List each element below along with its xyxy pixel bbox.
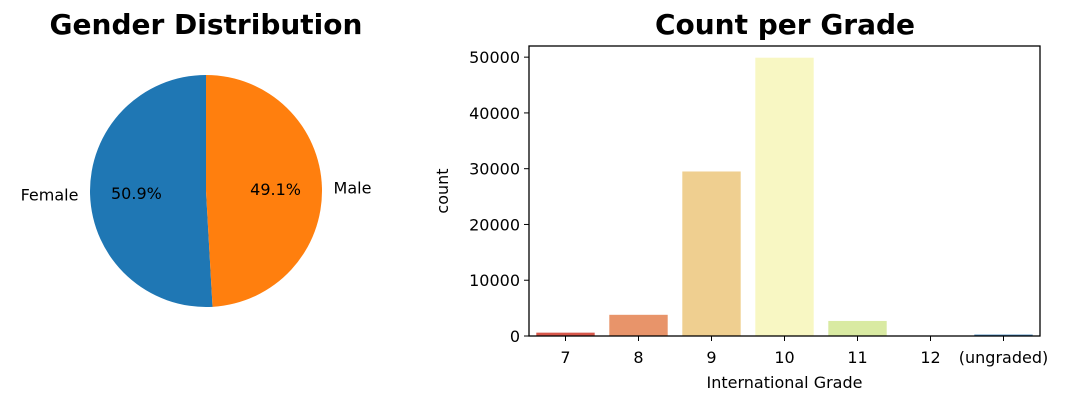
pie-slice-male [206,75,322,307]
x-tick-label: 10 [774,348,794,367]
y-tick-label: 40000 [469,104,520,123]
bar-title: Count per Grade [655,8,915,41]
bars [536,57,1033,336]
y-tick-label: 10000 [469,271,520,290]
y-tick-label: 20000 [469,215,520,234]
bar-grade-ungraded [974,334,1033,336]
x-tick-label: 8 [633,348,643,367]
pie-title: Gender Distribution [50,8,363,41]
y-tick-label: 0 [510,327,520,346]
bar-grade-8 [609,314,668,336]
y-axis-label: count [433,168,452,213]
y-tick-label: 50000 [469,48,520,67]
pie-chart: Gender Distribution Female 50.9% Male 49.1% [21,8,372,307]
x-tick-label: 9 [706,348,716,367]
y-tick-label: 30000 [469,160,520,179]
x-tick-label: 11 [847,348,867,367]
bar-grade-10 [755,57,814,336]
bar-grade-9 [682,171,741,336]
y-axis-ticks: 0 10000 20000 30000 40000 50000 [469,48,529,346]
x-tick-label: 7 [560,348,570,367]
pie-labels: Female 50.9% Male 49.1% [21,178,372,204]
bar-grade-7 [536,332,595,336]
x-axis-ticks: 7 8 9 10 11 12 (ungraded) [560,336,1048,367]
pie-pct-female: 50.9% [111,184,162,203]
x-tick-label: (ungraded) [959,348,1048,367]
bar-chart: Count per Grade 0 10000 20000 30000 40000 500… [433,8,1048,392]
pie-slices [89,75,322,307]
x-axis-label: International Grade [707,373,863,392]
x-tick-label: 12 [920,348,940,367]
pie-label-male: Male [334,178,372,197]
pie-label-female: Female [21,186,79,205]
pie-pct-male: 49.1% [250,180,301,199]
axes-frame [528,45,1041,337]
bar-grade-11 [828,320,887,336]
pie-slice-female [89,75,213,307]
